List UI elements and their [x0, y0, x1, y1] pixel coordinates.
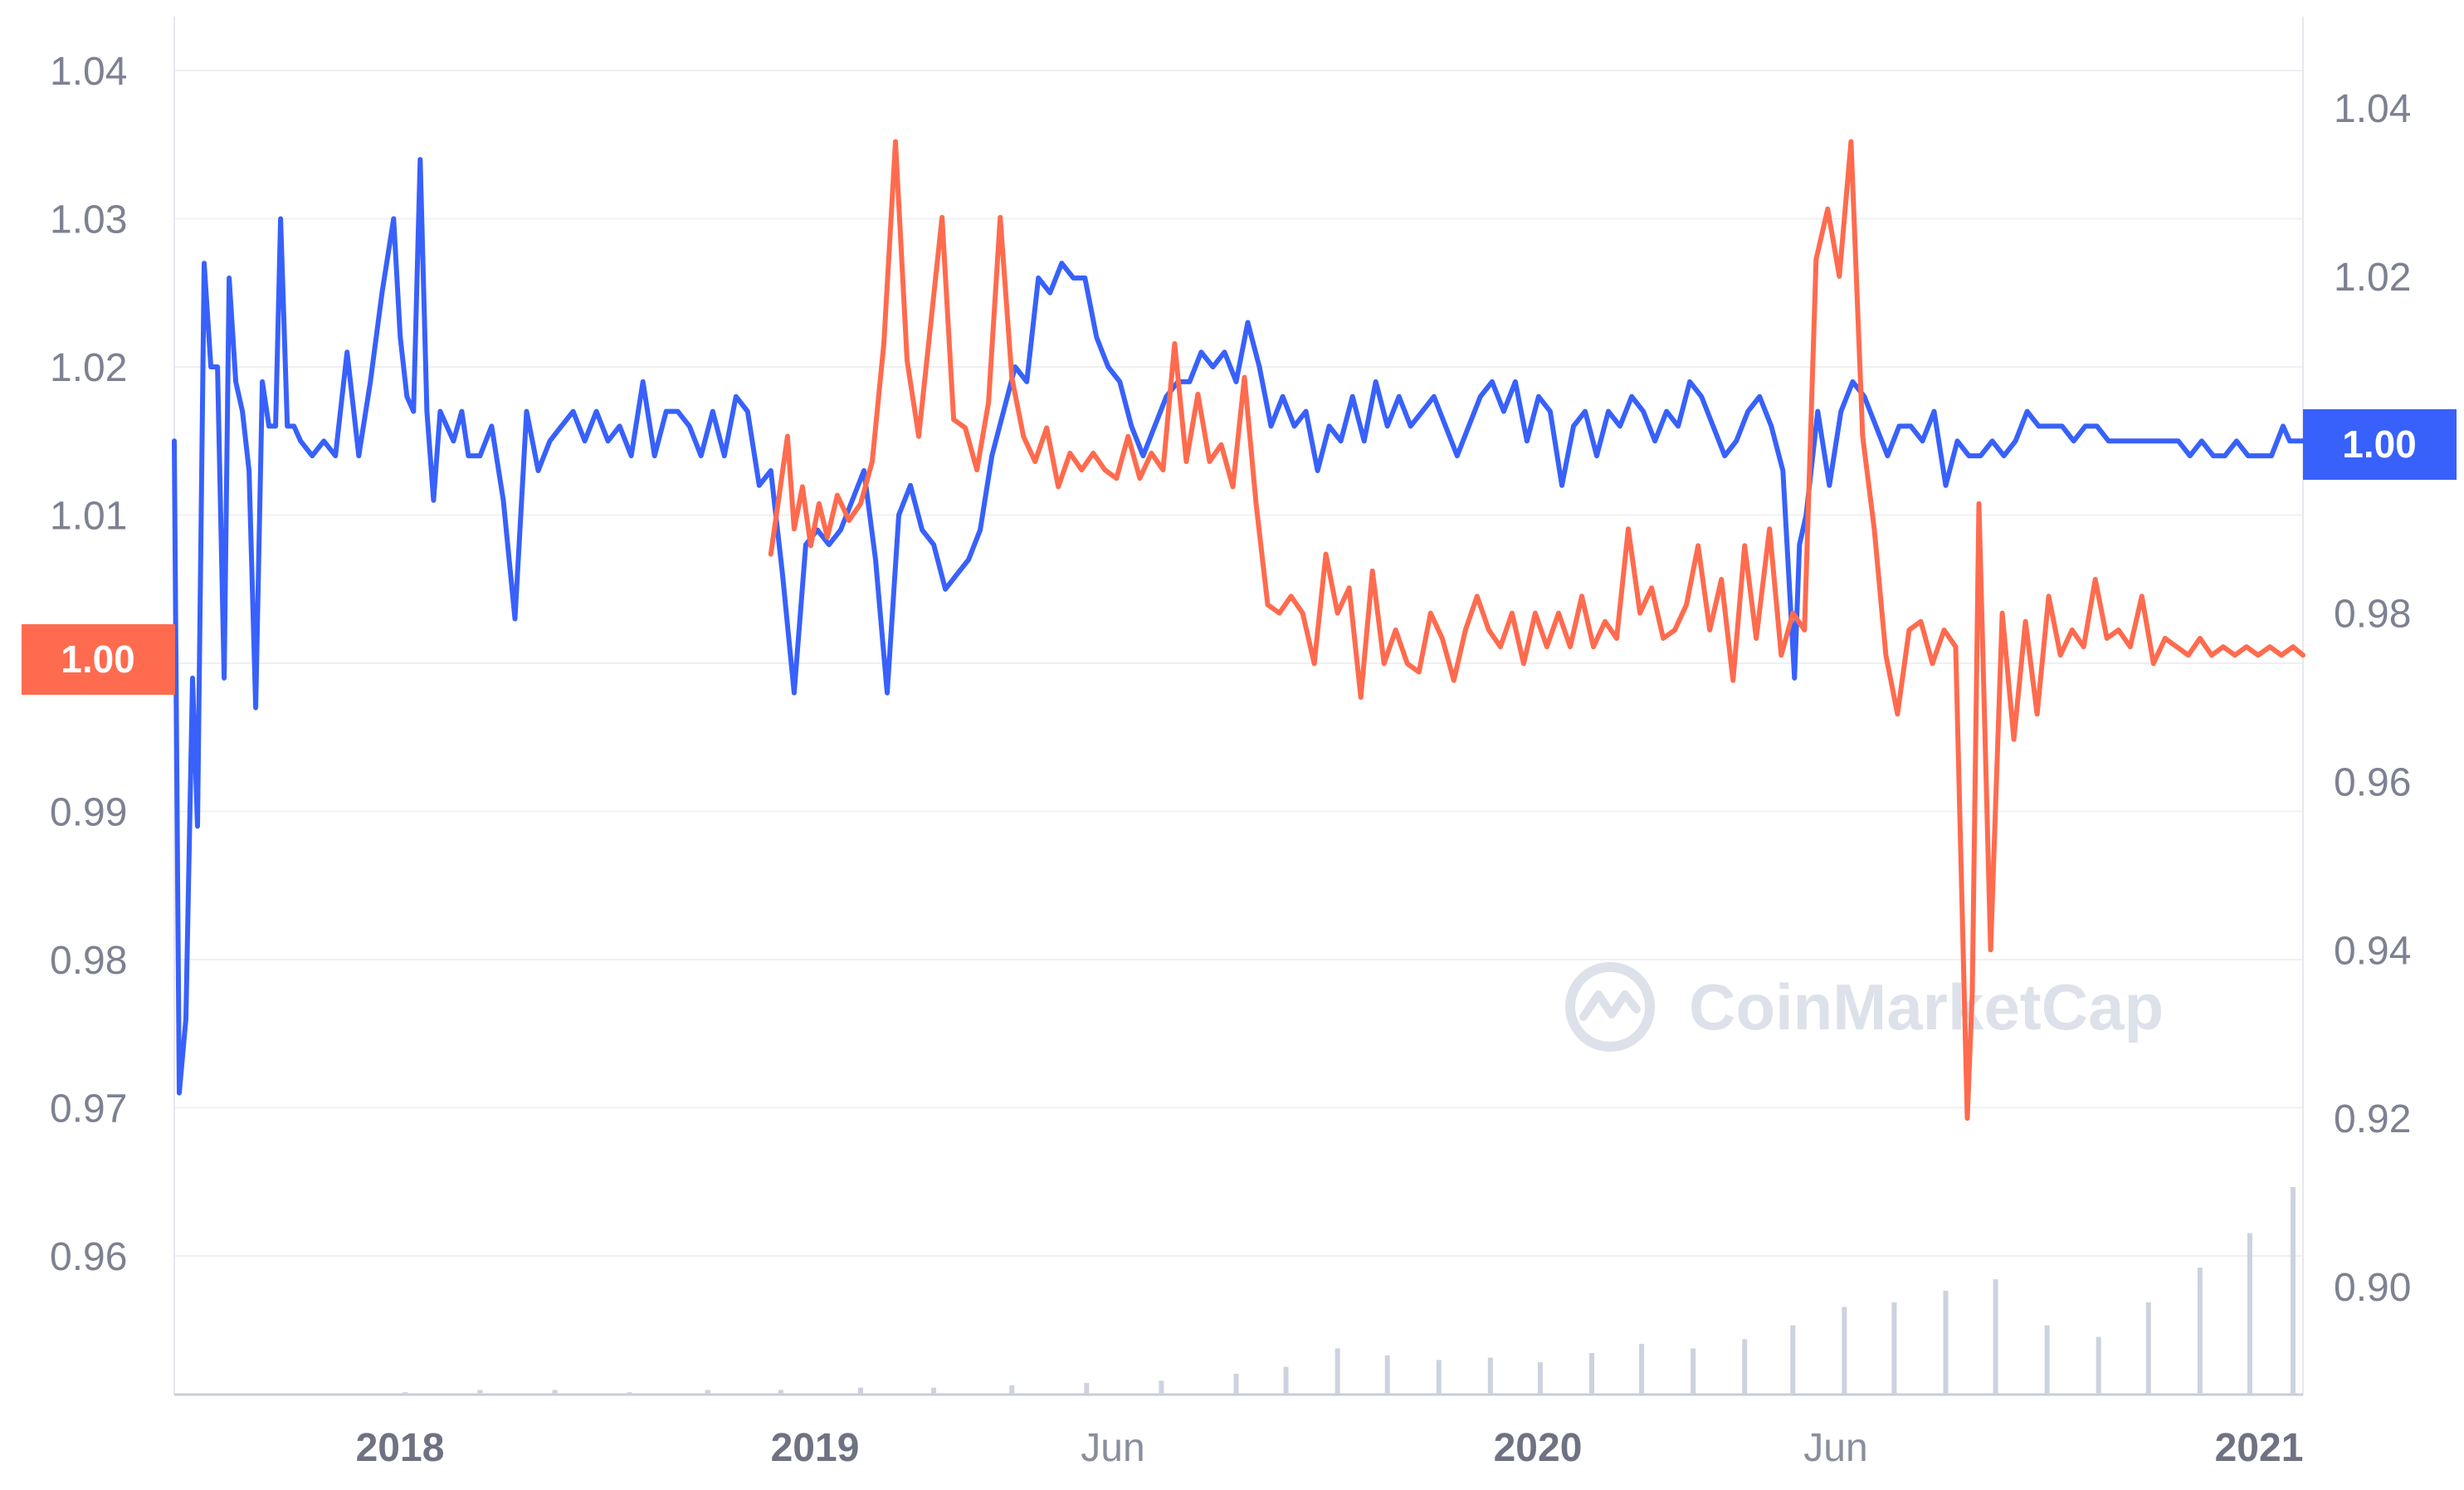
volume-bar	[1009, 1385, 1015, 1395]
coinmarketcap-logo-icon	[1565, 962, 1655, 1052]
series-line-right	[768, 139, 2305, 1121]
volume-bar	[1334, 1348, 1340, 1395]
right-price-badge: 1.00	[2303, 409, 2457, 480]
right-tick-label: 0.94	[2334, 929, 2411, 973]
volume-bar	[2145, 1302, 2151, 1395]
watermark: CoinMarketCap	[1565, 962, 2164, 1052]
left-tick-label: 1.04	[50, 50, 127, 94]
volume-bar	[931, 1387, 937, 1395]
volume-bar	[2096, 1336, 2101, 1395]
volume-bar	[1790, 1325, 1796, 1395]
watermark-text: CoinMarketCap	[1689, 970, 2164, 1043]
volume-bar	[477, 1390, 483, 1395]
volume-bar	[1084, 1383, 1090, 1395]
volume-bar	[2044, 1325, 2050, 1395]
volume-bars	[403, 1187, 2296, 1395]
right-tick-label: 0.90	[2334, 1266, 2411, 1310]
right-tick-label: 0.98	[2334, 593, 2411, 637]
x-tick-label: Jun	[1803, 1426, 1867, 1470]
right-tick-label: 1.02	[2334, 256, 2411, 300]
volume-bar	[857, 1387, 863, 1395]
left-tick-label: 0.99	[50, 791, 127, 835]
volume-bar	[2197, 1268, 2203, 1395]
price-series	[172, 139, 2305, 1121]
x-tick-label: 2019	[771, 1426, 860, 1470]
volume-bar	[1943, 1291, 1949, 1395]
left-tick-label: 1.03	[50, 198, 127, 242]
volume-bar	[1487, 1357, 1493, 1395]
volume-bar	[1283, 1366, 1289, 1395]
right-tick-label: 1.04	[2334, 87, 2411, 131]
volume-bar	[1537, 1362, 1543, 1395]
volume-bar	[1639, 1343, 1645, 1395]
volume-bar	[1436, 1360, 1442, 1395]
left-tick-label: 0.96	[50, 1235, 127, 1279]
volume-bar	[1742, 1339, 1748, 1395]
left-tick-label: 1.01	[50, 495, 127, 539]
volume-bar	[1588, 1353, 1594, 1395]
right-tick-label: 0.96	[2334, 760, 2411, 804]
volume-bar	[1691, 1348, 1696, 1395]
x-tick-label: 2021	[2215, 1426, 2304, 1470]
x-axis-ticks: 2018 2019 Jun 2020 Jun 2021	[356, 1426, 2304, 1470]
volume-bar	[1233, 1374, 1239, 1395]
volume-bar	[1993, 1279, 1998, 1395]
left-tick-label: 0.97	[50, 1087, 127, 1131]
volume-bar	[1159, 1380, 1164, 1395]
volume-bar	[2247, 1233, 2252, 1395]
x-tick-label: Jun	[1081, 1426, 1144, 1470]
x-tick-label: 2020	[1494, 1426, 1583, 1470]
right-badge-value: 1.00	[2342, 423, 2417, 466]
volume-bar	[1891, 1302, 1897, 1395]
volume-bar	[403, 1392, 408, 1395]
right-axis-ticks: 1.041.021.000.980.960.940.920.90	[2334, 87, 2411, 1310]
volume-bar	[778, 1390, 783, 1395]
volume-bar	[2290, 1187, 2296, 1395]
volume-bar	[627, 1392, 632, 1395]
left-badge-value: 1.00	[61, 638, 135, 681]
volume-bar	[705, 1390, 710, 1395]
volume-bar	[1842, 1307, 1847, 1395]
grid-lines	[173, 17, 2304, 1396]
volume-bar	[552, 1390, 558, 1395]
right-tick-label: 0.92	[2334, 1097, 2411, 1141]
volume-bar	[1384, 1355, 1390, 1395]
x-tick-label: 2018	[356, 1426, 445, 1470]
left-price-badge: 1.00	[22, 624, 175, 695]
left-tick-label: 1.02	[50, 346, 127, 390]
left-tick-label: 0.98	[50, 939, 127, 983]
